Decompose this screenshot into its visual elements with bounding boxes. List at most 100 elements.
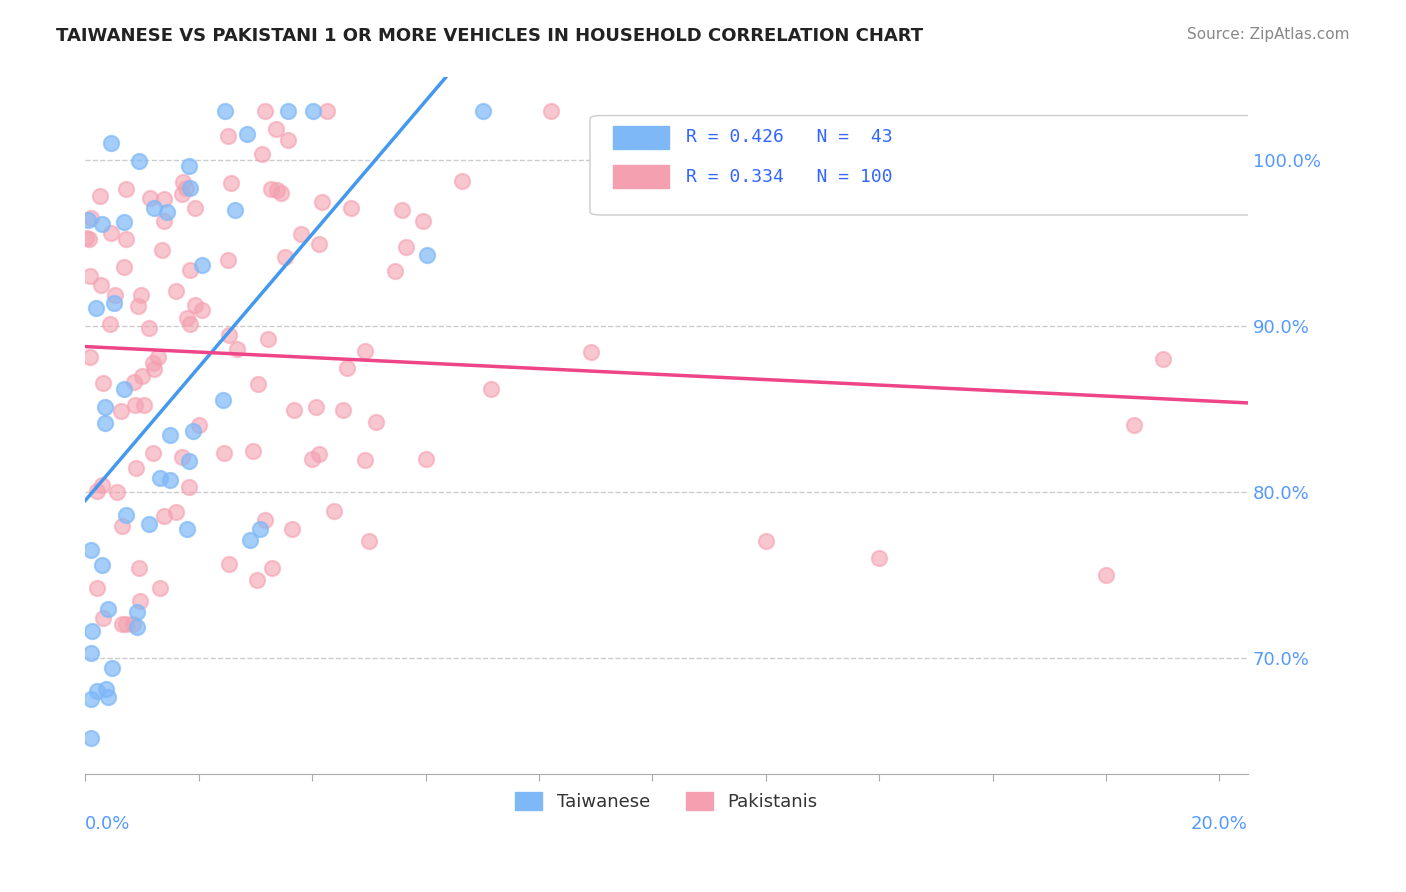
Point xyxy=(235,127,257,141)
Point xyxy=(301,451,323,466)
Point xyxy=(132,398,155,412)
Point xyxy=(165,284,187,298)
Point xyxy=(129,288,152,302)
Point xyxy=(90,217,112,231)
Text: 20.0%: 20.0% xyxy=(1191,815,1249,833)
Point xyxy=(315,103,337,118)
Point xyxy=(100,227,122,241)
Point xyxy=(181,424,204,438)
Point xyxy=(93,400,115,414)
Legend: Taiwanese, Pakistanis: Taiwanese, Pakistanis xyxy=(506,783,827,820)
Point xyxy=(226,343,249,357)
Point xyxy=(340,201,363,215)
Point xyxy=(253,513,276,527)
Point xyxy=(138,191,160,205)
Point xyxy=(125,461,148,475)
Point xyxy=(112,215,135,229)
Point xyxy=(270,186,292,201)
Point xyxy=(101,661,124,675)
Point xyxy=(79,211,101,225)
Point xyxy=(179,318,201,332)
Point xyxy=(177,454,200,468)
Point xyxy=(277,133,299,147)
Point xyxy=(868,551,890,566)
Point xyxy=(112,260,135,274)
Bar xyxy=(613,165,669,188)
Point xyxy=(153,213,176,227)
Point xyxy=(97,602,120,616)
Point xyxy=(184,298,207,312)
Point xyxy=(415,451,437,466)
Point xyxy=(79,351,101,365)
Point xyxy=(149,471,172,485)
Point xyxy=(302,103,325,118)
Point xyxy=(86,301,108,316)
Point xyxy=(274,250,297,264)
Point xyxy=(86,484,108,499)
Point xyxy=(93,376,115,390)
Point xyxy=(415,248,437,262)
Point xyxy=(308,447,330,461)
Point xyxy=(224,202,246,217)
Point xyxy=(127,299,149,313)
Point xyxy=(76,212,98,227)
Text: TAIWANESE VS PAKISTANI 1 OR MORE VEHICLES IN HOUSEHOLD CORRELATION CHART: TAIWANESE VS PAKISTANI 1 OR MORE VEHICLE… xyxy=(56,27,924,45)
Point xyxy=(305,400,328,414)
Point xyxy=(187,418,209,433)
Point xyxy=(353,453,375,467)
Point xyxy=(246,573,269,587)
Point xyxy=(115,508,138,522)
Point xyxy=(170,450,193,465)
Point xyxy=(149,581,172,595)
Point xyxy=(115,232,138,246)
Point xyxy=(212,446,235,460)
Bar xyxy=(613,126,669,149)
Point xyxy=(366,415,388,429)
Text: Source: ZipAtlas.com: Source: ZipAtlas.com xyxy=(1187,27,1350,42)
Point xyxy=(277,103,299,118)
Point xyxy=(89,189,111,203)
Point xyxy=(107,485,129,500)
Point xyxy=(103,296,125,310)
Point xyxy=(353,344,375,359)
Point xyxy=(143,201,166,215)
Point xyxy=(395,240,418,254)
Point xyxy=(128,594,150,608)
Point xyxy=(86,581,108,595)
Point xyxy=(179,181,201,195)
Point xyxy=(450,174,472,188)
Point xyxy=(211,392,233,407)
Point xyxy=(308,237,330,252)
Point xyxy=(323,504,346,518)
Point xyxy=(77,232,100,246)
Point xyxy=(214,103,236,118)
Point xyxy=(172,175,194,189)
Point xyxy=(179,263,201,277)
Text: R = 0.426   N =  43: R = 0.426 N = 43 xyxy=(686,128,893,146)
Point xyxy=(479,382,502,396)
Point xyxy=(159,427,181,442)
Point xyxy=(471,103,494,118)
Point xyxy=(257,332,280,346)
Point xyxy=(242,444,264,458)
Point xyxy=(253,103,276,118)
Point xyxy=(190,258,212,272)
Point xyxy=(177,480,200,494)
Point xyxy=(103,288,125,302)
Point xyxy=(159,474,181,488)
Point xyxy=(165,505,187,519)
Point xyxy=(153,509,176,524)
Point xyxy=(115,182,138,196)
Point xyxy=(252,146,274,161)
Point xyxy=(391,202,413,217)
Point xyxy=(239,533,262,547)
Point xyxy=(384,264,406,278)
Point xyxy=(91,558,114,572)
Point xyxy=(579,345,602,359)
Point xyxy=(540,103,562,118)
Point xyxy=(218,558,240,572)
Point xyxy=(128,561,150,575)
Point xyxy=(1123,418,1146,433)
Point xyxy=(86,683,108,698)
Point xyxy=(111,518,134,533)
